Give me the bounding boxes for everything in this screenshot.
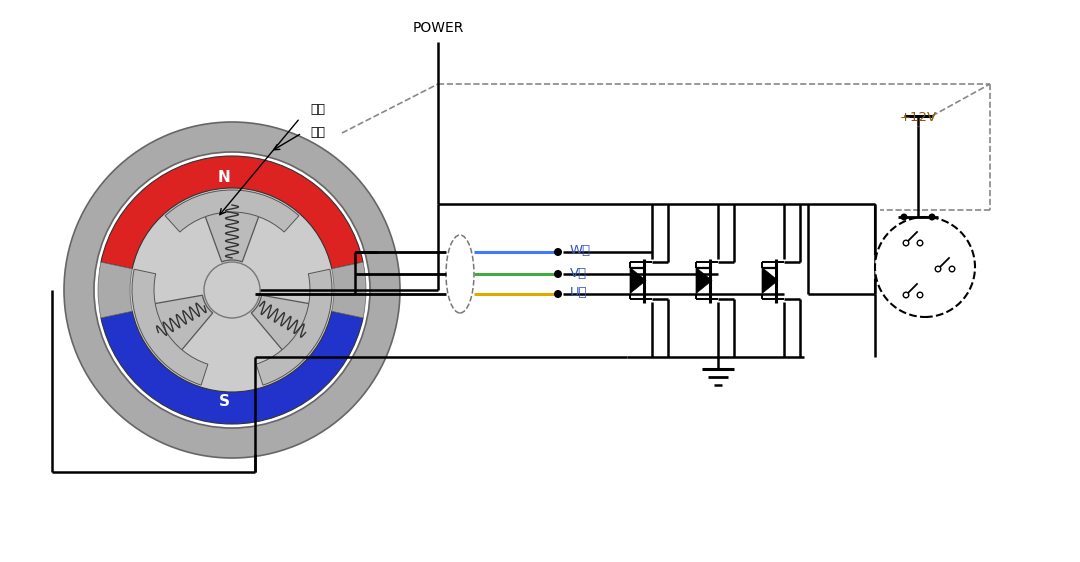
Circle shape (929, 214, 935, 220)
Text: 转子: 转子 (310, 103, 325, 116)
Text: S: S (218, 395, 229, 410)
Text: N: N (218, 170, 230, 185)
Wedge shape (132, 269, 207, 385)
Wedge shape (165, 190, 299, 232)
Wedge shape (98, 262, 132, 318)
Circle shape (901, 214, 907, 220)
Wedge shape (100, 311, 363, 424)
Text: +12V: +12V (900, 111, 936, 124)
Text: W相: W相 (570, 244, 591, 257)
Wedge shape (332, 262, 366, 318)
Circle shape (204, 262, 260, 318)
Circle shape (949, 266, 955, 272)
Wedge shape (146, 295, 213, 357)
Wedge shape (202, 202, 262, 262)
Circle shape (129, 186, 336, 394)
Text: 定子: 定子 (310, 126, 325, 139)
Circle shape (917, 240, 922, 246)
Text: U相: U相 (570, 287, 588, 300)
Circle shape (554, 248, 562, 256)
Circle shape (554, 270, 562, 278)
Polygon shape (762, 268, 778, 293)
Polygon shape (696, 268, 712, 293)
Circle shape (917, 292, 922, 298)
Circle shape (875, 217, 975, 317)
Polygon shape (630, 268, 646, 293)
Wedge shape (256, 269, 332, 385)
Wedge shape (64, 122, 400, 458)
Wedge shape (100, 156, 363, 269)
Text: POWER: POWER (413, 21, 463, 35)
Text: V相: V相 (570, 266, 588, 279)
Circle shape (935, 266, 941, 272)
Wedge shape (252, 295, 319, 357)
Circle shape (903, 292, 908, 298)
Circle shape (554, 290, 562, 298)
Circle shape (903, 240, 908, 246)
